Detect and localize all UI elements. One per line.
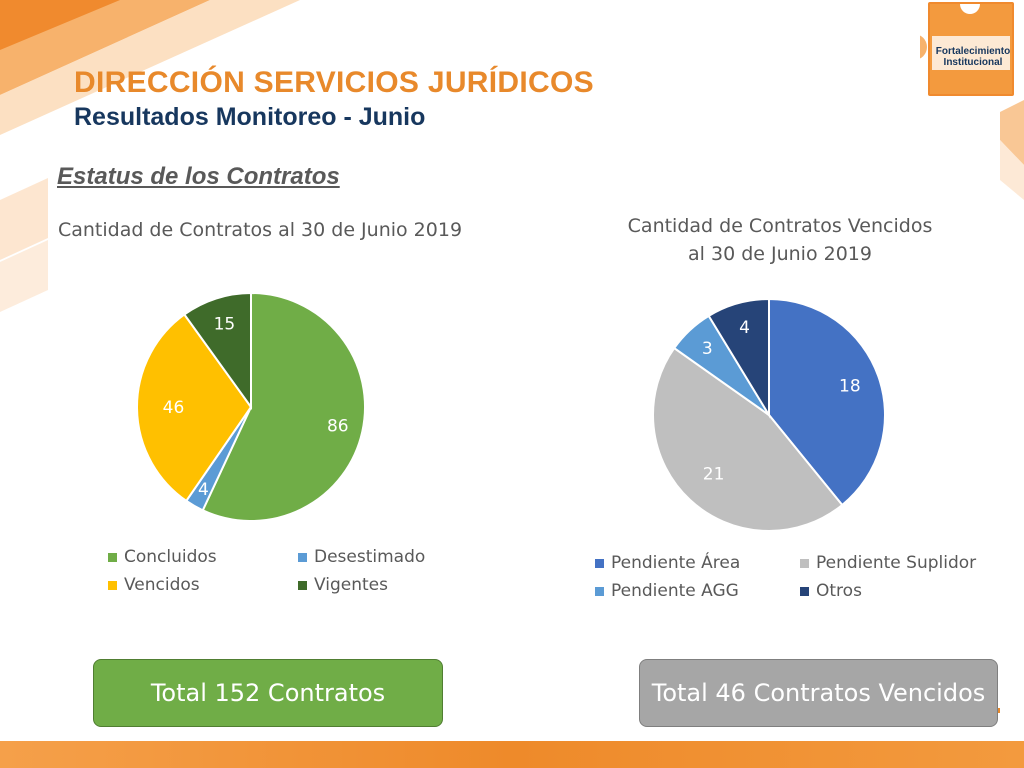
legend-label: Vencidos: [124, 575, 200, 595]
pie-slice-otros: [707, 297, 770, 419]
chart2-title: Cantidad de Contratos Vencidos al 30 de …: [560, 212, 1000, 268]
data-label-vigentes: 15: [214, 315, 236, 335]
puzzle-icon: [901, 2, 1014, 96]
bottom-bar: [0, 741, 1024, 768]
legend-swatch: [108, 580, 117, 590]
chart1-title: Cantidad de Contratos al 30 de Junio 201…: [40, 216, 480, 244]
section-heading: Estatus de los Contratos: [57, 163, 340, 190]
pie-slice-concluidos: [201, 291, 366, 522]
legend-swatch: [298, 580, 307, 590]
legend-item-pendiente-agg: Pendiente AGG: [595, 581, 800, 601]
legend-item-otros: Otros: [800, 581, 990, 601]
legend-label: Concluidos: [124, 547, 217, 567]
legend-swatch: [298, 552, 307, 562]
legend-label: Otros: [816, 581, 862, 601]
expired-contracts-pie-chart: 18 21 3 4: [652, 297, 886, 532]
data-label-otros: 4: [739, 318, 750, 338]
legend-item-vigentes: Vigentes: [298, 575, 488, 595]
pie-slice-pendiente-suplidor: [652, 346, 844, 532]
data-label-concluidos: 86: [327, 416, 349, 436]
legend-item-pendiente-area: Pendiente Área: [595, 553, 800, 573]
pie-slice-pendiente-area: [768, 297, 886, 507]
contracts-pie-chart: 86 4 46 15: [136, 291, 366, 522]
chart2-title-line2: al 30 de Junio 2019: [688, 243, 872, 265]
legend-swatch: [800, 558, 809, 568]
legend-label: Pendiente Suplidor: [816, 553, 977, 573]
fortalecimiento-logo: [901, 0, 1020, 100]
legend-label: Pendiente Área: [611, 553, 741, 573]
pie-slice-vencidos: [136, 313, 253, 503]
legend-swatch: [595, 586, 604, 596]
pie-slice-vigentes: [182, 291, 252, 411]
legend-item-concluidos: Concluidos: [108, 547, 298, 567]
data-label-pendiente-area: 18: [839, 376, 861, 396]
chart1-legend: Concluidos Desestimado Vencidos Vigentes: [108, 547, 488, 595]
page-subtitle: Resultados Monitoreo - Junio: [74, 103, 426, 131]
page-title: DIRECCIÓN SERVICIOS JURÍDICOS: [74, 66, 594, 99]
data-label-desestimado: 4: [198, 480, 209, 500]
legend-label: Desestimado: [314, 547, 426, 567]
total-expired-contracts-box: Total 46 Contratos Vencidos: [639, 659, 998, 727]
legend-item-vencidos: Vencidos: [108, 575, 298, 595]
legend-item-desestimado: Desestimado: [298, 547, 488, 567]
chart1-title-line: Cantidad de Contratos al 30 de Junio 201…: [57, 219, 463, 241]
total-contracts-box: Total 152 Contratos: [93, 659, 443, 727]
legend-label: Vigentes: [314, 575, 388, 595]
chart2-title-line1: Cantidad de Contratos Vencidos: [627, 215, 933, 237]
data-label-pendiente-agg: 3: [702, 339, 713, 359]
logo-text: Fortalecimiento Institucional: [935, 46, 1011, 68]
legend-swatch: [108, 552, 117, 562]
legend-swatch: [595, 558, 604, 568]
data-label-pendiente-suplidor: 21: [703, 464, 725, 484]
legend-item-pendiente-suplidor: Pendiente Suplidor: [800, 553, 990, 573]
chart2-legend: Pendiente Área Pendiente Suplidor Pendient…: [595, 553, 990, 601]
data-label-vencidos: 46: [163, 398, 185, 418]
legend-label: Pendiente AGG: [611, 581, 739, 601]
legend-swatch: [800, 586, 809, 596]
